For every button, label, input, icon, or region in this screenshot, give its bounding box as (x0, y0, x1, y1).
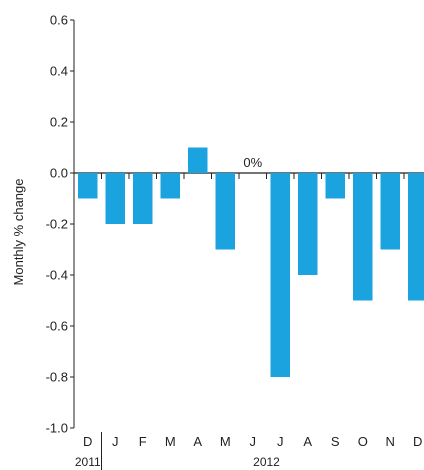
x-category-label: F (139, 434, 147, 449)
bar (215, 173, 235, 250)
bars (78, 147, 424, 377)
x-category-label: A (193, 434, 202, 449)
y-axis-ticks: 0.6 0.4 0.2 0.0 -0.2 -0.4 -0.6 -0.8 -1.0 (46, 13, 74, 436)
x-category-label: O (358, 434, 368, 449)
bar (353, 173, 373, 301)
year-labels: 2011 2012 (75, 432, 280, 470)
x-category-label: N (386, 434, 395, 449)
y-tick-label: 0.4 (50, 64, 68, 79)
bar (188, 147, 208, 173)
bar (298, 173, 318, 275)
year-label: 2011 (75, 455, 101, 469)
x-axis-ticks (101, 173, 405, 179)
y-tick-label: 0.6 (50, 13, 68, 28)
bar (408, 173, 424, 301)
bar (325, 173, 345, 199)
bar (78, 173, 98, 199)
bar (380, 173, 400, 250)
y-tick-label: -1.0 (46, 421, 68, 436)
bar (270, 173, 290, 377)
zero-value-annotation: 0% (243, 155, 262, 170)
bar (133, 173, 153, 224)
y-tick-label: -0.6 (46, 319, 68, 334)
x-category-label: J (277, 434, 284, 449)
y-tick-label: 0.2 (50, 115, 68, 130)
year-label: 2012 (253, 455, 280, 469)
y-axis-title: Monthly % change (11, 179, 26, 286)
y-tick-label: -0.4 (46, 268, 68, 283)
bar (160, 173, 180, 199)
x-category-label: M (165, 434, 176, 449)
y-tick-label: 0.0 (50, 166, 68, 181)
x-category-label: D (413, 434, 422, 449)
x-category-label: D (83, 434, 92, 449)
y-tick-label: -0.2 (46, 217, 68, 232)
x-category-label: S (331, 434, 340, 449)
annotations: 0% (243, 155, 262, 170)
x-category-label: M (220, 434, 231, 449)
x-category-label: A (303, 434, 312, 449)
x-category-label: J (250, 434, 257, 449)
bar (105, 173, 125, 224)
x-category-label: J (112, 434, 119, 449)
y-tick-label: -0.8 (46, 370, 68, 385)
